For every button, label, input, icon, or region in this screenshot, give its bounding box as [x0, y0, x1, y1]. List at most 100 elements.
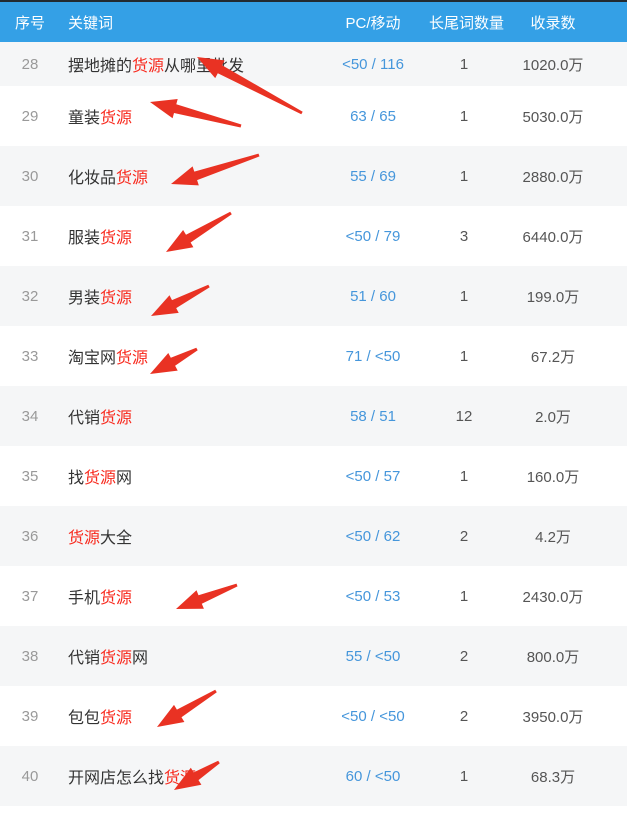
longtail-count: 2 — [459, 707, 469, 725]
keyword-highlight: 货源 — [100, 650, 133, 667]
keyword-link[interactable]: 男装货源 — [60, 284, 317, 308]
keyword-link[interactable]: 摆地摊的货源从哪里批发 — [60, 52, 317, 76]
row-index: 28 — [21, 55, 39, 73]
keyword-text: 找 — [68, 470, 85, 487]
table-row: 35 找货源网 <50 / 57 1 160.0万 — [0, 446, 627, 506]
table-row: 28 摆地摊的货源从哪里批发 <50 / 116 1 1020.0万 — [0, 42, 627, 86]
longtail-count: 1 — [459, 467, 469, 485]
keyword-link[interactable]: 化妆品货源 — [60, 164, 317, 188]
table-row: 39 包包货源 <50 / <50 2 3950.0万 — [0, 686, 627, 746]
longtail-count: 2 — [459, 647, 469, 665]
pc-mobile-index-link[interactable]: <50 / <50 — [341, 707, 405, 725]
longtail-count: 12 — [455, 407, 473, 425]
pc-mobile-index-link[interactable]: 55 / <50 — [345, 647, 401, 665]
longtail-count: 1 — [459, 167, 469, 185]
keyword-highlight: 货源 — [100, 110, 133, 127]
row-index: 40 — [21, 767, 39, 785]
row-index: 33 — [21, 347, 39, 365]
keyword-text: 大全 — [100, 530, 133, 547]
table-row: 31 服装货源 <50 / 79 3 6440.0万 — [0, 206, 627, 266]
keyword-link[interactable]: 货源大全 — [60, 524, 317, 548]
row-index: 29 — [21, 107, 39, 125]
keyword-highlight: 货源 — [116, 170, 149, 187]
table-header-row: 序号 关键词 PC/移动 长尾词数量 收录数 — [0, 2, 627, 42]
col-header-keyword: 关键词 — [68, 14, 114, 32]
keyword-link[interactable]: 找货源网 — [60, 464, 317, 488]
keyword-text: 化妆品 — [68, 170, 117, 187]
pc-mobile-index-link[interactable]: <50 / 53 — [345, 587, 401, 605]
indexed-count: 68.3万 — [530, 768, 576, 786]
keyword-highlight: 货源 — [116, 350, 149, 367]
longtail-count: 1 — [459, 767, 469, 785]
pc-mobile-index-link[interactable]: 60 / <50 — [345, 767, 401, 785]
pc-mobile-index-link[interactable]: 71 / <50 — [345, 347, 401, 365]
keyword-text: 从哪里批发 — [164, 58, 245, 75]
keyword-link[interactable]: 包包货源 — [60, 704, 317, 728]
indexed-count: 5030.0万 — [522, 108, 584, 126]
pc-mobile-index-link[interactable]: 58 / 51 — [350, 407, 396, 425]
keyword-link[interactable]: 服装货源 — [60, 224, 317, 248]
keyword-text: 服装 — [68, 230, 101, 247]
top-border-line — [0, 0, 627, 2]
keyword-link[interactable]: 代销货源 — [60, 404, 317, 428]
indexed-count: 3950.0万 — [522, 708, 584, 726]
table-row: 38 代销货源网 55 / <50 2 800.0万 — [0, 626, 627, 686]
keyword-highlight: 货源 — [84, 470, 117, 487]
pc-mobile-index-link[interactable]: 55 / 69 — [350, 167, 396, 185]
longtail-count: 1 — [459, 55, 469, 73]
col-header-pc-mobile: PC/移动 — [345, 14, 401, 32]
table-row: 30 化妆品货源 55 / 69 1 2880.0万 — [0, 146, 627, 206]
col-header-longtail-count: 长尾词数量 — [429, 14, 505, 32]
keyword-highlight: 货源 — [100, 710, 133, 727]
table-row: 36 货源大全 <50 / 62 2 4.2万 — [0, 506, 627, 566]
indexed-count: 2880.0万 — [522, 168, 584, 186]
col-header-index: 序号 — [14, 14, 45, 32]
keyword-link[interactable]: 童装货源 — [60, 104, 317, 128]
pc-mobile-index-link[interactable]: <50 / 57 — [345, 467, 401, 485]
indexed-count: 800.0万 — [526, 648, 580, 666]
indexed-count: 2.0万 — [535, 408, 571, 426]
longtail-count: 3 — [459, 227, 469, 245]
keyword-link[interactable]: 开网店怎么找货源 — [60, 764, 317, 788]
pc-mobile-index-link[interactable]: <50 / 79 — [345, 227, 401, 245]
pc-mobile-index-link[interactable]: 51 / 60 — [350, 287, 396, 305]
keyword-text: 童装 — [68, 110, 101, 127]
row-index: 31 — [21, 227, 39, 245]
keyword-text: 男装 — [68, 290, 101, 307]
pc-mobile-index-link[interactable]: 63 / 65 — [350, 107, 396, 125]
indexed-count: 4.2万 — [535, 528, 571, 546]
keyword-highlight: 货源 — [100, 590, 133, 607]
pc-mobile-index-link[interactable]: <50 / 116 — [342, 55, 404, 73]
keyword-text: 摆地摊的 — [68, 58, 133, 75]
keyword-link[interactable]: 代销货源网 — [60, 644, 317, 668]
keyword-text: 包包 — [68, 710, 101, 727]
keyword-highlight: 货源 — [68, 530, 101, 547]
keyword-highlight: 货源 — [132, 58, 165, 75]
table-row: 34 代销货源 58 / 51 12 2.0万 — [0, 386, 627, 446]
indexed-count: 6440.0万 — [522, 228, 584, 246]
row-index: 32 — [21, 287, 39, 305]
keyword-text: 代销 — [68, 410, 101, 427]
row-index: 39 — [21, 707, 39, 725]
table-row: 32 男装货源 51 / 60 1 199.0万 — [0, 266, 627, 326]
keyword-highlight: 货源 — [164, 770, 197, 787]
keyword-link[interactable]: 手机货源 — [60, 584, 317, 608]
table-row: 33 淘宝网货源 71 / <50 1 67.2万 — [0, 326, 627, 386]
longtail-count: 2 — [459, 527, 469, 545]
indexed-count: 1020.0万 — [522, 56, 584, 74]
keyword-text: 手机 — [68, 590, 101, 607]
longtail-count: 1 — [459, 107, 469, 125]
keyword-highlight: 货源 — [100, 410, 133, 427]
keyword-link[interactable]: 淘宝网货源 — [60, 344, 317, 368]
row-index: 38 — [21, 647, 39, 665]
pc-mobile-index-link[interactable]: <50 / 62 — [345, 527, 401, 545]
row-index: 37 — [21, 587, 39, 605]
keyword-text: 网 — [132, 650, 149, 667]
table-row: 37 手机货源 <50 / 53 1 2430.0万 — [0, 566, 627, 626]
table-row: 40 开网店怎么找货源 60 / <50 1 68.3万 — [0, 746, 627, 806]
longtail-count: 1 — [459, 347, 469, 365]
keyword-highlight: 货源 — [100, 290, 133, 307]
col-header-indexed-count: 收录数 — [530, 14, 576, 32]
keyword-highlight: 货源 — [100, 230, 133, 247]
